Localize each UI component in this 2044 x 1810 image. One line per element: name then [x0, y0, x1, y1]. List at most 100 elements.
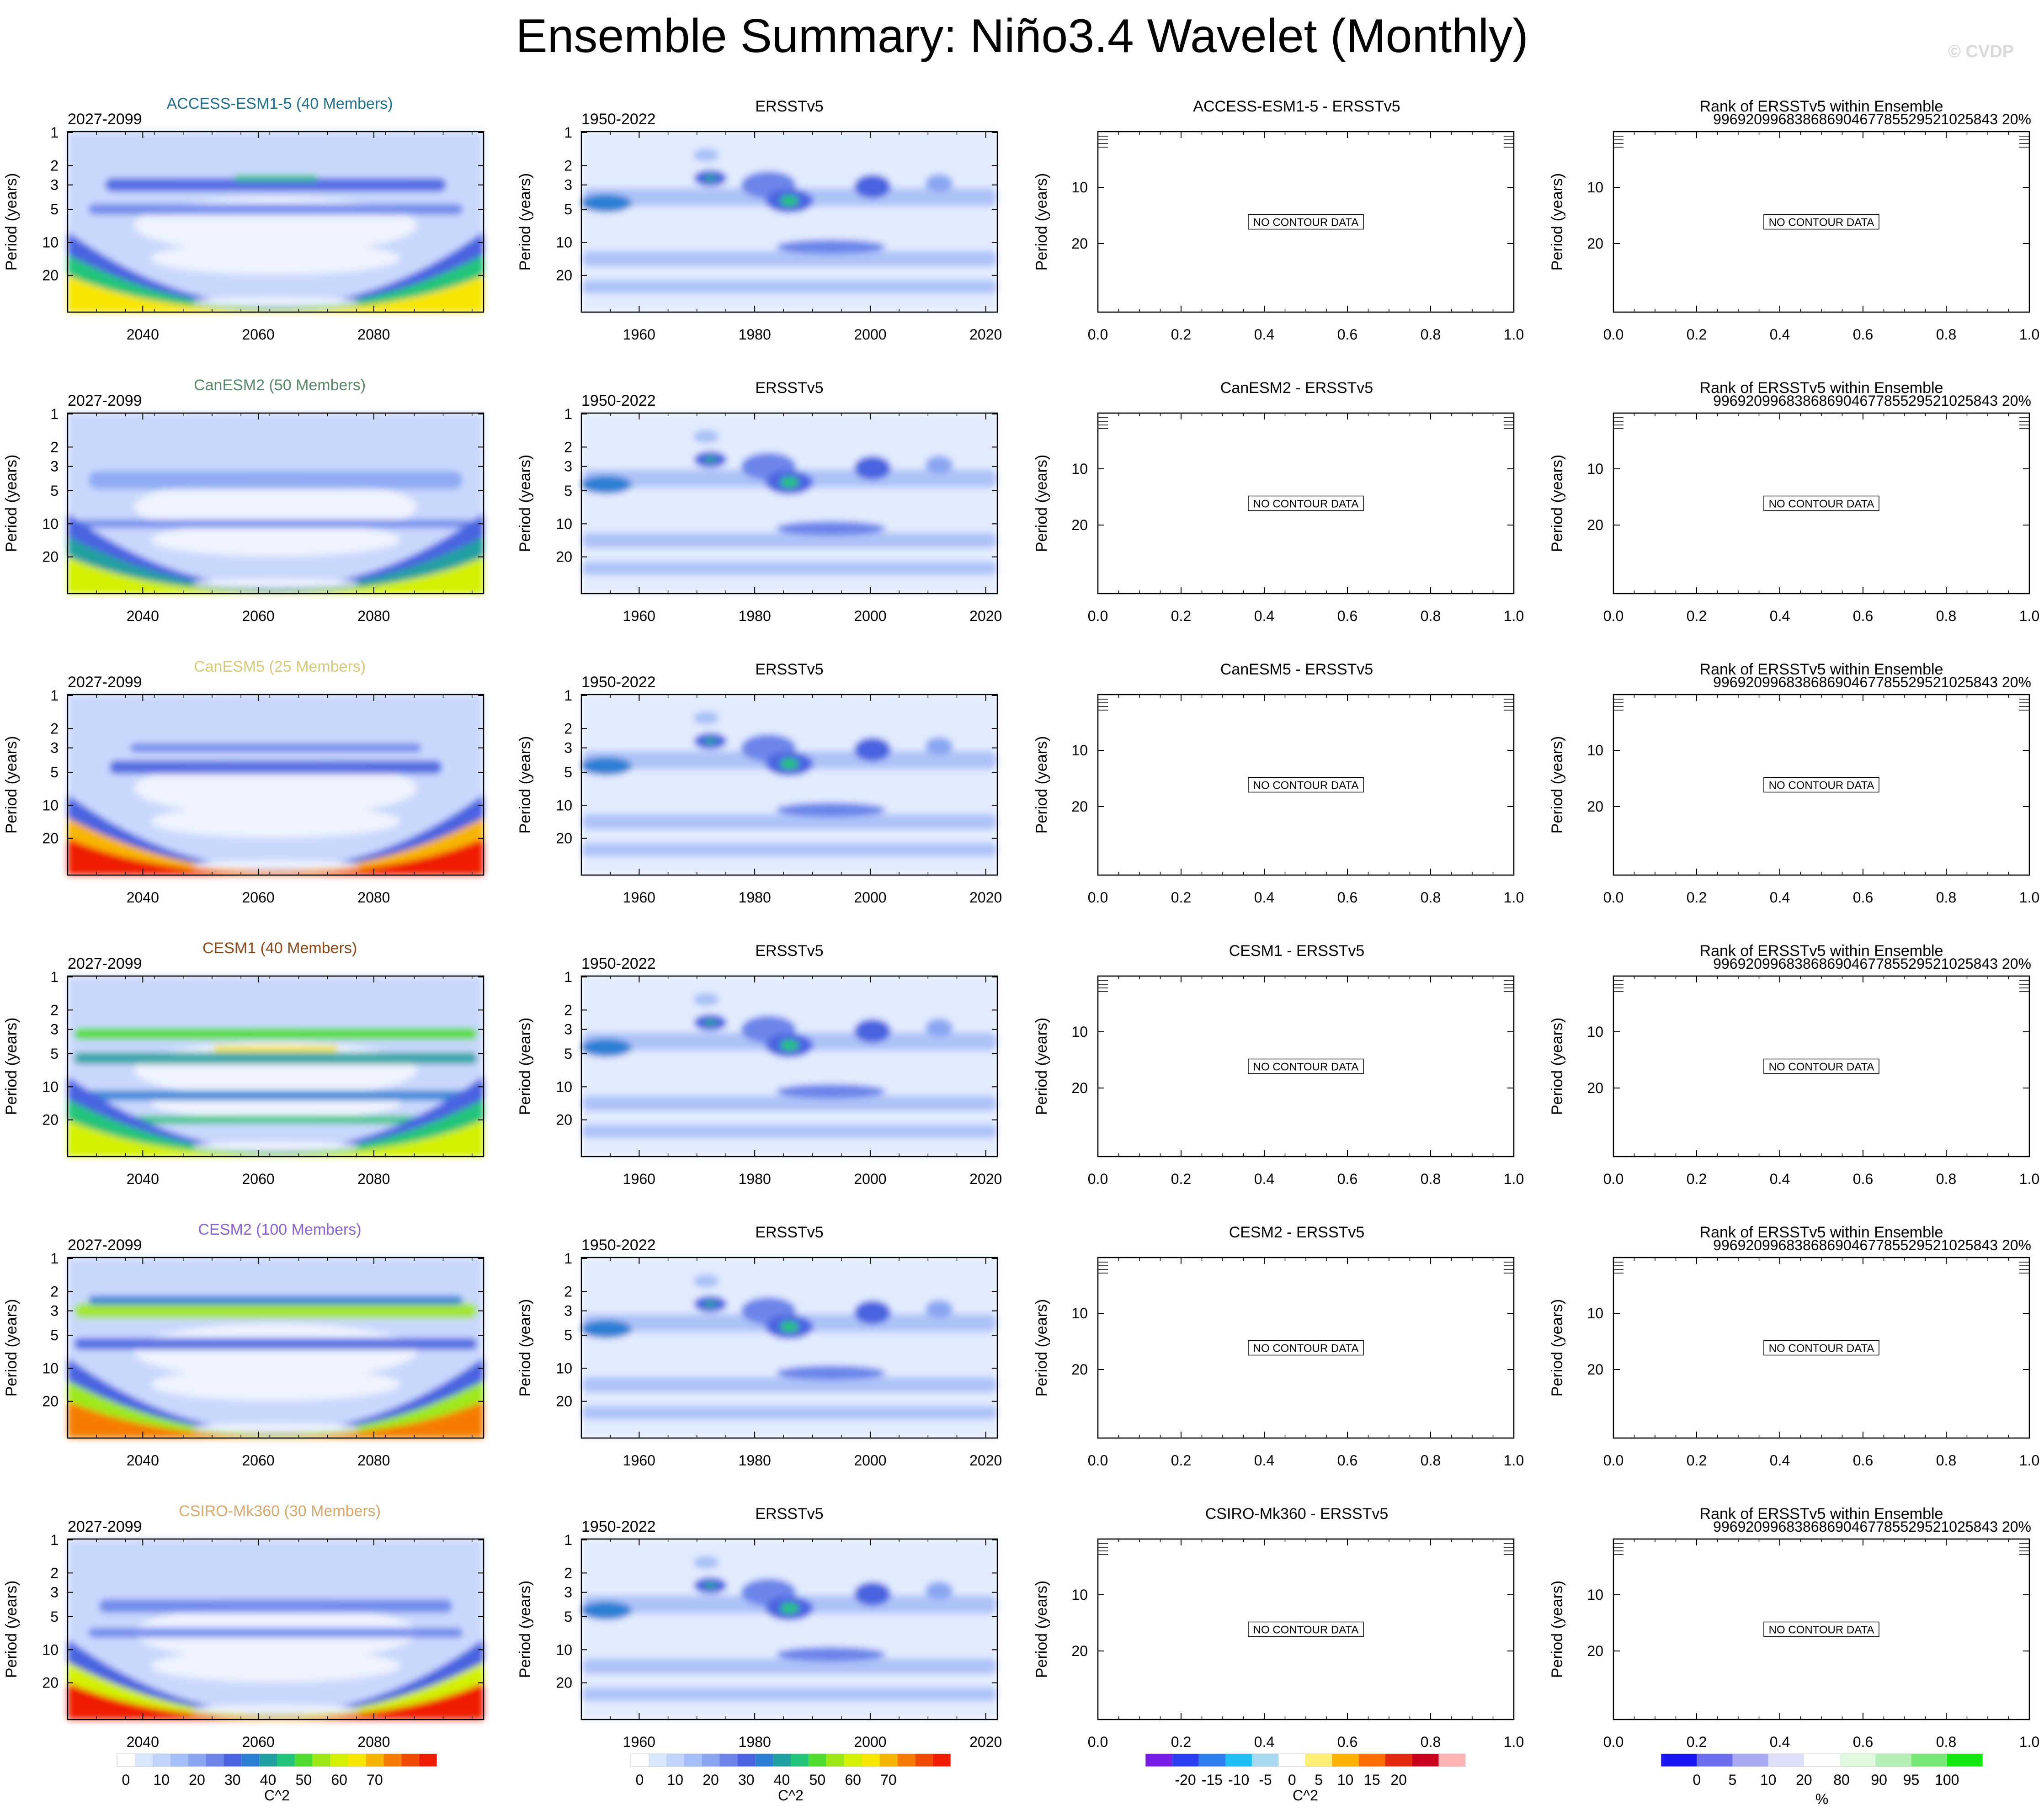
colorbar-swatch — [224, 1754, 242, 1767]
y-tick-label: 10 — [1587, 742, 1603, 759]
colorbar-swatch — [702, 1754, 720, 1767]
y-tick-label: 20 — [1071, 1643, 1088, 1659]
colorbar-swatch — [259, 1754, 277, 1767]
x-tick-label: 0.6 — [1853, 608, 1873, 624]
x-tick-label: 0.2 — [1687, 1171, 1707, 1187]
ensemble-period: 2027-2099 — [68, 1518, 142, 1535]
x-tick-label: 2060 — [242, 326, 274, 343]
colorbar-swatch — [1252, 1754, 1279, 1767]
colorbar-label: 0 — [636, 1772, 644, 1788]
x-tick-label: 0.2 — [1171, 1452, 1191, 1469]
y-tick-label: 3 — [564, 177, 572, 193]
colorbar-label: 10 — [1337, 1772, 1354, 1788]
x-tick-label: 0.0 — [1088, 1734, 1108, 1750]
x-tick-label: 0.6 — [1853, 889, 1873, 906]
y-axis-label: Period (years) — [1033, 1018, 1050, 1115]
x-tick-label: 0.6 — [1853, 1171, 1873, 1187]
svg-text:NO CONTOUR DATA: NO CONTOUR DATA — [1769, 780, 1874, 792]
colorbar-swatch — [1840, 1754, 1876, 1767]
difference-title: CESM2 - ERSSTv5 — [1229, 1224, 1365, 1241]
y-tick-label: 5 — [564, 1327, 572, 1343]
no-contour-label: NO CONTOUR DATA — [1763, 1340, 1879, 1356]
colorbar-label: -15 — [1202, 1772, 1223, 1788]
no-contour-label: NO CONTOUR DATA — [1763, 214, 1879, 230]
no-contour-label: NO CONTOUR DATA — [1248, 1058, 1364, 1074]
colorbar-swatch — [666, 1754, 684, 1767]
x-tick-label: 0.4 — [1254, 1452, 1274, 1469]
observed-title: ERSSTv5 — [755, 942, 823, 960]
ensemble-period: 2027-2099 — [68, 1237, 142, 1254]
y-tick-label: 5 — [564, 201, 572, 218]
ensemble-period: 2027-2099 — [68, 392, 142, 409]
colorbar-label: 10 — [153, 1772, 170, 1788]
y-tick-label: 20 — [556, 1393, 572, 1410]
y-tick-label: 2 — [564, 1283, 572, 1300]
x-tick-label: 0.2 — [1687, 889, 1707, 906]
colorbar-label: 20 — [1390, 1772, 1407, 1788]
y-tick-label: 10 — [42, 515, 59, 532]
x-tick-label: 0.4 — [1254, 889, 1274, 906]
svg-text:NO CONTOUR DATA: NO CONTOUR DATA — [1769, 217, 1874, 229]
x-tick-label: 0.6 — [1853, 1452, 1873, 1469]
colorbar-label: 5 — [1315, 1772, 1323, 1788]
y-axis-label: Period (years) — [3, 736, 20, 834]
colorbar-label: -10 — [1228, 1772, 1249, 1788]
y-tick-label: 3 — [50, 458, 59, 475]
y-tick-label: 20 — [556, 549, 572, 565]
x-tick-label: 0.8 — [1421, 608, 1441, 624]
no-contour-label: NO CONTOUR DATA — [1763, 1058, 1879, 1074]
x-tick-label: 0.6 — [1337, 1452, 1357, 1469]
x-tick-label: 0.4 — [1254, 326, 1274, 343]
ensemble-panel-CanESM2: 1 2 3 5 10 20 2040 2060 2080 Period (years) 2027-2… — [3, 377, 484, 624]
x-tick-label: 0.2 — [1171, 608, 1191, 624]
y-tick-label: 2 — [50, 439, 59, 455]
rank-title: Rank of ERSSTv5 within Ensemble — [1700, 661, 1943, 678]
colorbar-label: 60 — [845, 1772, 861, 1788]
x-tick-label: 0.4 — [1770, 1452, 1790, 1469]
y-axis-label: Period (years) — [1549, 173, 1566, 271]
y-tick-label: 2 — [564, 1002, 572, 1018]
x-tick-label: 2080 — [357, 326, 390, 343]
rank-panel-ACCESS-ESM1-5: 10 20 0.0 0.2 0.4 0.6 0.8 1.0 Period (years) NO C… — [1549, 98, 2039, 343]
y-axis-label: Period (years) — [1033, 1581, 1050, 1678]
difference-panel-CESM2: 10 20 0.0 0.2 0.4 0.6 0.8 1.0 Period (years) NO C… — [1033, 1224, 1524, 1469]
no-contour-label: NO CONTOUR DATA — [1248, 1621, 1364, 1637]
difference-panel-CanESM2: 10 20 0.0 0.2 0.4 0.6 0.8 1.0 Period (years) NO C… — [1033, 379, 1524, 624]
y-tick-label: 20 — [42, 267, 59, 284]
y-tick-label: 2 — [564, 720, 572, 737]
svg-text:NO CONTOUR DATA: NO CONTOUR DATA — [1769, 1624, 1874, 1636]
no-contour-label: NO CONTOUR DATA — [1763, 1621, 1879, 1637]
colorbar-label: 10 — [1760, 1772, 1777, 1788]
colorbar-swatch — [808, 1754, 826, 1767]
x-tick-label: 2040 — [127, 889, 159, 906]
y-tick-label: 10 — [1071, 461, 1088, 477]
x-tick-label: 0.6 — [1337, 889, 1357, 906]
x-tick-label: 2020 — [969, 1452, 1002, 1469]
y-tick-label: 20 — [1587, 798, 1603, 815]
x-tick-label: 1.0 — [1504, 608, 1524, 624]
y-axis-label: Period (years) — [516, 173, 534, 271]
x-tick-label: 1980 — [739, 608, 771, 624]
x-tick-label: 0.4 — [1770, 326, 1790, 343]
colorbar-label: 20 — [703, 1772, 719, 1788]
rank-title: Rank of ERSSTv5 within Ensemble — [1700, 98, 1943, 115]
rank-panel-CanESM2: 10 20 0.0 0.2 0.4 0.6 0.8 1.0 Period (years) NO C… — [1549, 379, 2039, 624]
x-tick-label: 2000 — [854, 326, 886, 343]
x-tick-label: 0.6 — [1337, 326, 1357, 343]
y-tick-label: 5 — [564, 764, 572, 780]
x-tick-label: 1.0 — [2019, 1452, 2039, 1469]
colorbar-label: -20 — [1175, 1772, 1196, 1788]
x-tick-label: 1960 — [623, 1171, 655, 1187]
colorbar-swatch — [117, 1754, 135, 1767]
colorbar-swatch — [419, 1754, 437, 1767]
difference-title: CSIRO-Mk360 - ERSSTv5 — [1205, 1505, 1389, 1523]
x-tick-label: 2000 — [854, 1734, 886, 1750]
y-tick-label: 20 — [42, 830, 59, 847]
y-tick-label: 2 — [50, 720, 59, 737]
observed-title: ERSSTv5 — [755, 379, 823, 397]
observed-panel-CESM1: 1 2 3 5 10 20 1960 1980 2000 2020 Period (years) 19… — [516, 942, 1002, 1187]
x-tick-label: 1.0 — [1504, 1734, 1524, 1750]
x-tick-label: 1960 — [623, 1734, 655, 1750]
colorbar-swatch — [1198, 1754, 1225, 1767]
y-axis-label: Period (years) — [1033, 455, 1050, 552]
